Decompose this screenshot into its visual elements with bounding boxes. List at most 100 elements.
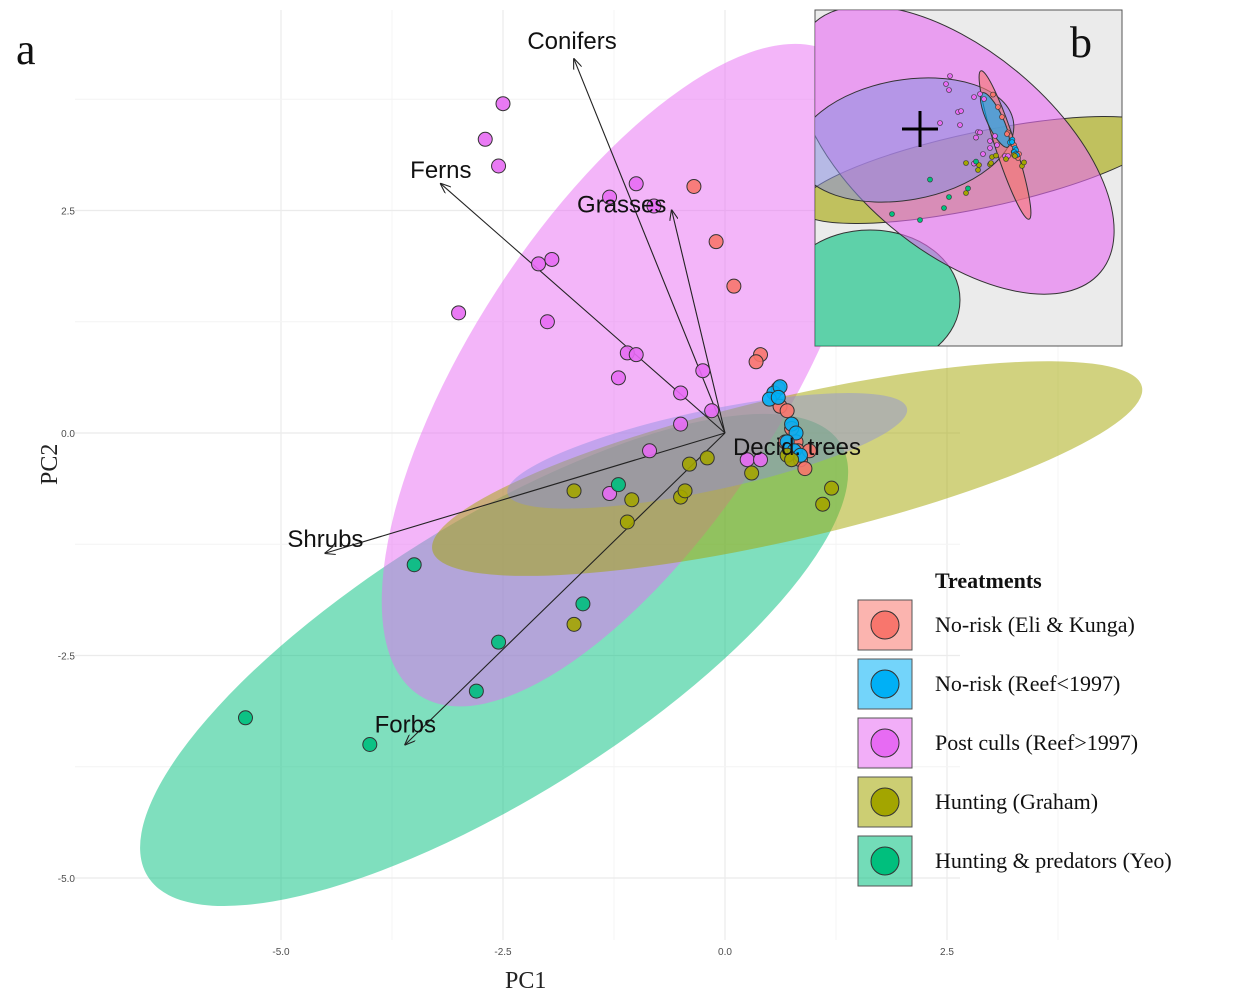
point-series-2	[491, 158, 507, 174]
legend-label-4: Hunting & predators (Yeo)	[935, 848, 1172, 873]
main-panel: Conifers Ferns Grasses Decid. trees Shrubs Fo…	[58, 10, 1143, 959]
point-series-4	[362, 737, 378, 752]
inset-point-series-2	[977, 129, 983, 136]
x-tick-label: -5.0	[272, 947, 290, 958]
legend-key-point-0	[870, 610, 900, 640]
inset-point-series-0	[999, 114, 1005, 120]
point-series-2	[539, 314, 555, 330]
point-series-2	[646, 198, 662, 214]
point-series-2	[642, 443, 658, 459]
inset-point-series-2	[994, 142, 1000, 148]
y-tick-label: -2.5	[58, 652, 76, 663]
point-series-4	[237, 710, 253, 726]
inset-point-series-2	[957, 122, 963, 128]
point-series-3	[624, 492, 640, 508]
legend: Treatments No-risk (Eli & Kunga) No-risk …	[857, 568, 1172, 887]
inset-point-series-2	[987, 145, 993, 151]
inset-point-series-2	[987, 138, 993, 144]
point-series-3	[815, 496, 831, 512]
y-tick-label: 0.0	[61, 429, 75, 440]
point-series-2	[704, 403, 720, 419]
loading-label-ferns: Ferns	[410, 157, 471, 184]
point-series-3	[566, 616, 582, 632]
inset-point-series-2	[977, 91, 983, 97]
point-series-2	[451, 305, 467, 321]
point-series-2	[673, 385, 689, 401]
inset-point-series-4	[941, 205, 947, 211]
point-series-2	[602, 486, 618, 502]
loading-label-decid-trees: Decid. trees	[733, 434, 861, 461]
inset-point-series-3	[988, 160, 994, 166]
inset-point-series-2	[980, 151, 986, 157]
inset-point-series-4	[946, 194, 952, 200]
point-series-1	[770, 389, 786, 405]
inset-point-series-4	[889, 211, 895, 217]
point-series-0	[748, 354, 764, 370]
inset-plus-marker	[902, 111, 938, 147]
tick-labels: -5.0 -2.5 0.0 2.5 -5.0 -2.5 0.0 2.5	[58, 207, 955, 959]
point-series-0	[779, 403, 795, 419]
point-series-2	[495, 96, 511, 112]
loading-label-forbs: Forbs	[375, 712, 436, 739]
inset-content	[815, 10, 1122, 346]
point-series-4	[491, 634, 507, 650]
y-tick-label: 2.5	[61, 207, 75, 218]
inset-point-series-3	[1003, 156, 1009, 162]
point-series-2	[673, 416, 689, 432]
point-series-3	[784, 452, 800, 468]
ellipse-hunting-graham	[432, 361, 1143, 576]
x-axis-title: PC1	[505, 968, 546, 994]
point-series-2	[753, 452, 769, 468]
point-series-0	[797, 461, 813, 477]
inset-point-series-2	[937, 120, 943, 126]
inset-point-series-3	[975, 167, 981, 173]
point-series-3	[566, 483, 582, 499]
point-series-3	[677, 483, 693, 499]
legend-key-point-1	[870, 669, 900, 699]
point-series-2	[695, 363, 711, 379]
legend-key-box-2	[857, 717, 913, 769]
loading-label-conifers: Conifers	[527, 28, 616, 55]
point-series-4	[468, 683, 484, 699]
inset-ellipse-yeo	[815, 229, 961, 346]
panel-label-a: a	[16, 25, 36, 74]
point-series-4	[406, 557, 422, 573]
point-series-0	[686, 178, 702, 194]
point-series-2	[602, 189, 618, 205]
inset-point-series-2	[992, 133, 998, 139]
legend-label-0: No-risk (Eli & Kunga)	[935, 612, 1135, 637]
data-points	[237, 96, 840, 752]
inset-point-series-4	[917, 217, 923, 223]
legend-key-point-4	[870, 846, 900, 876]
point-series-4	[610, 477, 626, 493]
legend-key-point-3	[870, 787, 900, 817]
inset-point-series-3	[963, 190, 969, 196]
inset-point-series-2	[958, 108, 964, 114]
inset-points	[889, 73, 1027, 223]
point-series-0	[708, 234, 724, 250]
x-tick-label: 2.5	[940, 947, 954, 958]
loading-vector-shrubs	[325, 432, 726, 553]
inset-point-series-0	[995, 104, 1001, 110]
point-series-3	[744, 465, 760, 481]
inset-point-series-4	[973, 158, 979, 165]
point-series-3	[681, 456, 697, 472]
x-tick-label: -2.5	[494, 947, 512, 958]
inset-point-series-2	[946, 87, 952, 93]
inset-point-series-2	[943, 81, 949, 87]
inset-point-series-3	[1012, 153, 1018, 159]
point-series-2	[610, 370, 626, 386]
inset-point-series-2	[981, 96, 987, 102]
inset-point-series-2	[973, 134, 979, 141]
inset-point-series-3	[993, 152, 999, 159]
point-series-3	[699, 450, 715, 466]
point-series-4	[575, 596, 591, 612]
loading-labels: Conifers Ferns Grasses Decid. trees Shrubs Fo…	[287, 28, 861, 738]
point-series-0	[726, 278, 742, 294]
loading-label-grasses: Grasses	[577, 192, 666, 219]
inset-point-series-3	[1021, 159, 1027, 166]
y-axis-title: PC2	[37, 444, 63, 485]
point-series-2	[544, 251, 560, 267]
legend-title: Treatments	[935, 568, 1042, 593]
